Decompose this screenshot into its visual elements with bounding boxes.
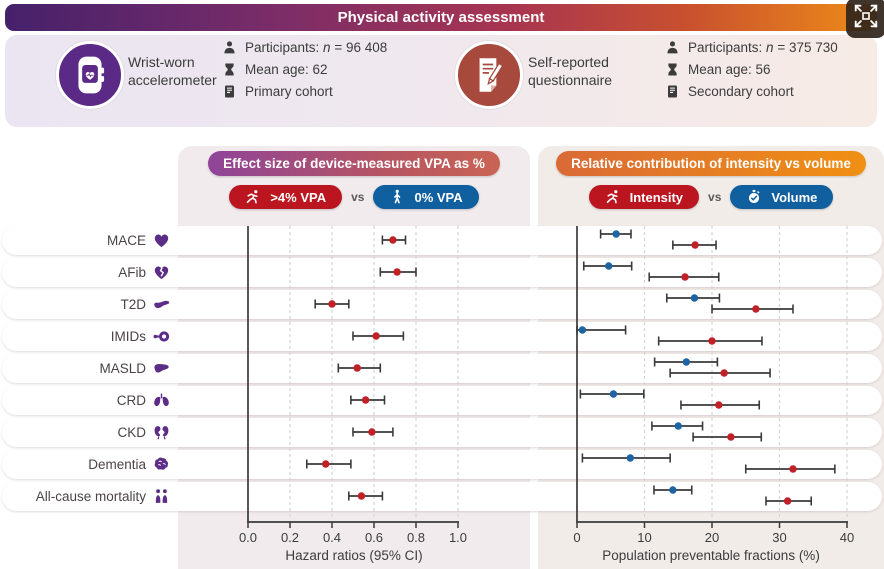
outcome-label: MACE <box>106 232 146 248</box>
figure-title: Physical activity assessment <box>337 9 545 26</box>
book-icon <box>222 84 237 99</box>
row-pill <box>2 449 882 479</box>
row-label-afib: AFib <box>0 262 170 282</box>
row-label-ckd: CKD <box>0 422 170 442</box>
row-pill <box>2 481 882 511</box>
outcome-label: T2D <box>120 296 146 312</box>
row-pill <box>2 417 882 447</box>
lungs-icon <box>153 392 170 409</box>
stat-cohort-type: Primary cohort <box>222 84 387 99</box>
legend-vpa-control: 0% VPA <box>373 185 479 209</box>
row-label-crd: CRD <box>0 390 170 410</box>
hourglass-icon <box>665 62 680 77</box>
person-icon <box>222 40 237 55</box>
stat-participants: Participants: n = 375 730 <box>665 40 838 55</box>
row-pill <box>2 385 882 415</box>
legend-volume: Volume <box>730 185 834 209</box>
legend-vpa-exposed: >4% VPA <box>229 185 343 209</box>
row-label-t2d: T2D <box>0 294 170 314</box>
hourglass-icon <box>222 62 237 77</box>
stat-cohort-type: Secondary cohort <box>665 84 838 99</box>
outcome-label: MASLD <box>99 360 146 376</box>
outcome-label: IMIDs <box>110 328 146 344</box>
vs-label: vs <box>351 190 365 204</box>
pancreas-icon <box>153 296 170 313</box>
broken-heart-icon <box>153 264 170 281</box>
vs-label: vs <box>708 190 722 204</box>
intestine-icon <box>153 328 170 345</box>
heart-icon <box>153 232 170 249</box>
outcome-label: AFib <box>118 264 146 280</box>
stopwatch-icon <box>746 189 762 205</box>
cohort-name-questionnaire: Self-reported questionnaire <box>528 54 613 88</box>
cohort-info-strip <box>5 35 877 127</box>
expand-button[interactable] <box>846 0 884 38</box>
row-pill <box>2 257 882 287</box>
outcome-label: CKD <box>117 424 146 440</box>
runner-icon <box>605 189 621 205</box>
stat-mean-age: Mean age: 62 <box>222 62 387 77</box>
person-icon <box>665 40 680 55</box>
outcome-label: Dementia <box>88 456 146 472</box>
x-axis-title-hazard-ratios: Hazard ratios (95% CI) <box>285 548 423 563</box>
walker-icon <box>389 189 405 205</box>
row-label-imids: IMIDs <box>0 326 170 346</box>
outcome-label: CRD <box>116 392 146 408</box>
kidneys-icon <box>153 424 170 441</box>
brain-icon <box>153 456 170 473</box>
row-pill <box>2 321 882 351</box>
outcome-label: All-cause mortality <box>35 488 146 504</box>
legend-intensity: Intensity <box>588 185 700 209</box>
book-icon <box>665 84 680 99</box>
liver-icon <box>153 360 170 377</box>
cohort-name-accelerometer: Wrist-worn accelerometer <box>128 54 217 88</box>
x-axis-title-ppf: Population preventable fractions (%) <box>602 548 820 563</box>
row-pill <box>2 225 882 255</box>
stat-participants: Participants: n = 96 408 <box>222 40 387 55</box>
row-label-masld: MASLD <box>0 358 170 378</box>
expand-icon <box>851 1 881 36</box>
stat-mean-age: Mean age: 56 <box>665 62 838 77</box>
left-panel-title: Effect size of device-measured VPA as % <box>208 151 500 176</box>
row-label-mace: MACE <box>0 230 170 250</box>
row-label-all-cause-mortality: All-cause mortality <box>0 486 170 506</box>
runner-icon <box>245 189 261 205</box>
questionnaire-icon <box>455 41 523 109</box>
row-label-dementia: Dementia <box>0 454 170 474</box>
row-pill <box>2 353 882 383</box>
figure-title-banner: Physical activity assessment <box>5 4 877 31</box>
row-pill <box>2 289 882 319</box>
right-panel-title: Relative contribution of intensity vs vo… <box>556 151 866 176</box>
people-icon <box>153 488 170 505</box>
smartwatch-icon <box>56 41 124 109</box>
